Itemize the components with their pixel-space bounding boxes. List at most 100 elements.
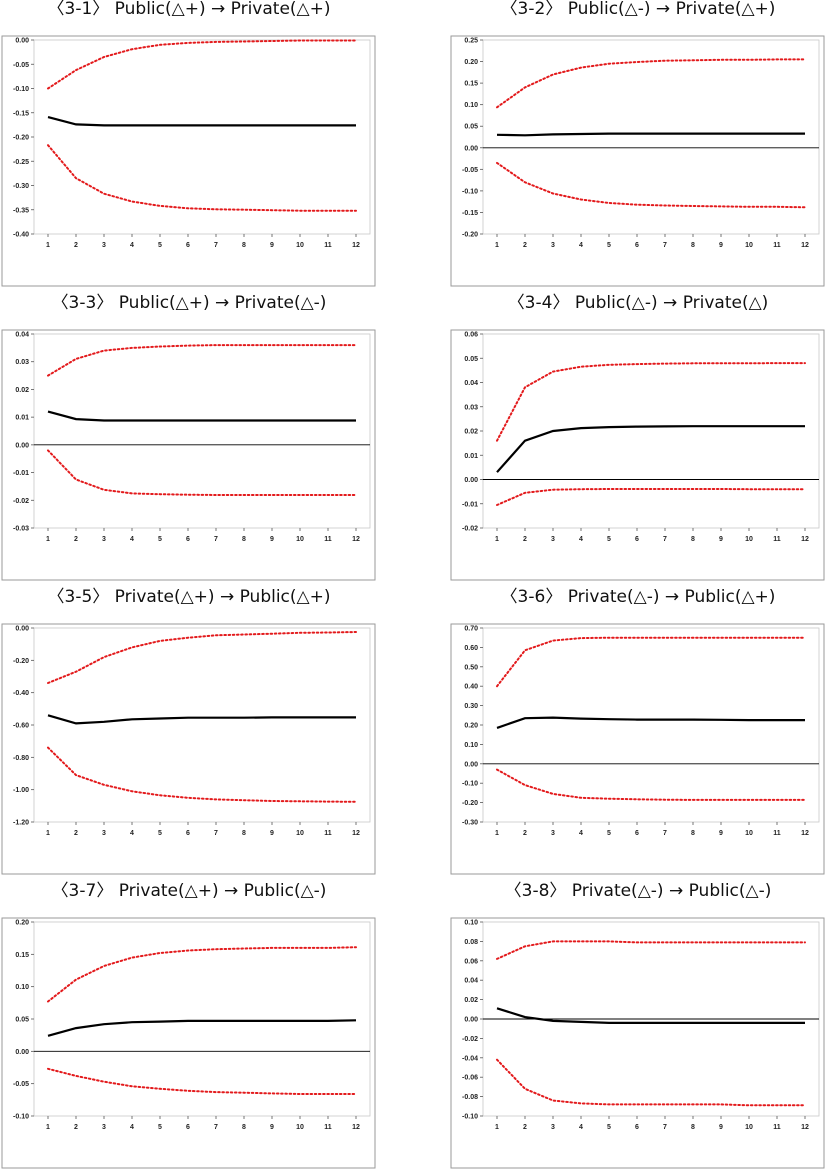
chart-frame (1, 917, 376, 1169)
chart-plot: 0.060.050.040.030.020.010.00-0.01-0.021 2… (450, 329, 825, 581)
y-tick-label: -0.01 (13, 470, 29, 477)
y-tick-label: -0.05 (13, 1081, 29, 1088)
chart-title: 〈3-4〉 Public(△-) → Private(△) (507, 293, 769, 313)
x-tick-label: 1 (46, 536, 50, 543)
y-tick-label: -0.10 (462, 1114, 478, 1121)
y-tick-label: -1.00 (13, 787, 29, 794)
x-tick-label: 10 (745, 242, 753, 249)
y-tick-label: 0.00 (15, 38, 29, 45)
x-tick-label: 8 (691, 536, 695, 543)
chart-title: 〈3-8〉 Private(△-) → Public(△-) (504, 881, 772, 901)
y-tick-label: -0.25 (13, 159, 29, 166)
x-tick-label: 4 (579, 830, 583, 837)
y-tick-label: -0.08 (462, 1094, 478, 1101)
y-tick-label: 0.00 (464, 1017, 478, 1024)
x-tick-label: 3 (102, 242, 106, 249)
x-tick-label: 7 (663, 242, 667, 249)
chart-panel-3-7: 〈3-7〉 Private(△+) → Public(△-) 0.20 0.15 0… (0, 882, 378, 1174)
series-line-upper (47, 946, 357, 1003)
x-tick-label: 8 (242, 1124, 246, 1131)
x-tick-label: 12 (352, 830, 360, 837)
x-tick-label: 6 (186, 242, 190, 249)
series-line-upper (496, 940, 806, 960)
y-tick-label: -0.30 (13, 183, 29, 190)
chart-frame (450, 35, 825, 287)
x-tick-label: 7 (663, 830, 667, 837)
series-line-lower (47, 746, 357, 803)
x-tick-label: 8 (691, 830, 695, 837)
chart-panel-3-4: 〈3-4〉 Public(△-) → Private(△) 0.06 0.05 0.… (449, 294, 827, 586)
x-tick-label: 10 (745, 1124, 753, 1131)
y-tick-label: 0.50 (464, 664, 478, 671)
y-tick-label: 0.00 (15, 442, 29, 449)
y-tick-label: 0.08 (464, 939, 478, 946)
x-tick-label: 12 (801, 242, 809, 249)
x-tick-label: 4 (579, 536, 583, 543)
series-line-lower (47, 449, 357, 496)
y-tick-label: 0.05 (464, 124, 478, 131)
series-line-upper (47, 39, 357, 90)
y-tick-label: -0.02 (462, 1036, 478, 1043)
x-tick-label: 6 (635, 830, 639, 837)
x-tick-label: 6 (635, 242, 639, 249)
series-line-estimate (496, 425, 805, 473)
x-tick-label: 5 (158, 242, 162, 249)
y-tick-label: 0.02 (464, 429, 478, 436)
x-tick-label: 2 (523, 536, 527, 543)
x-tick-label: 1 (495, 536, 499, 543)
x-tick-label: 11 (324, 242, 332, 249)
y-tick-label: 0.03 (15, 359, 29, 366)
chart-plot: 0.040.030.020.010.00-0.01-0.02-0.031 2 3 4 5… (1, 329, 376, 581)
x-tick-label: 1 (495, 242, 499, 249)
y-tick-label: 0.25 (464, 38, 478, 45)
x-tick-label: 11 (324, 536, 332, 543)
plot-area (482, 39, 820, 235)
series-line-upper (496, 58, 806, 109)
chart-title: 〈3-6〉 Private(△-) → Public(△+) (500, 587, 776, 607)
chart-panel-3-3: 〈3-3〉 Public(△+) → Private(△-) 0.04 0.03 0… (0, 294, 378, 586)
x-tick-label: 6 (186, 1124, 190, 1131)
x-tick-label: 10 (296, 830, 304, 837)
y-tick-label: 0.04 (464, 380, 478, 387)
series-line-estimate (47, 1019, 357, 1037)
x-tick-label: 1 (46, 242, 50, 249)
chart-plot: 0.00 -0.05 -0.10 -0.15 -0.20 -0.25 -0.30 -0.35 -… (1, 35, 376, 287)
y-tick-label: 0.06 (464, 958, 478, 965)
y-tick-label: -0.10 (462, 188, 478, 195)
y-tick-label: -0.30 (462, 820, 478, 827)
y-tick-label: 0.20 (464, 59, 478, 66)
y-tick-label: -0.05 (13, 62, 29, 69)
x-tick-label: 3 (102, 1124, 106, 1131)
series-line-lower (47, 144, 357, 212)
chart-panel-3-2: 〈3-2〉 Public(△-) → Private(△+) 0.25 0.20 0… (449, 0, 827, 292)
x-tick-label: 10 (296, 1124, 304, 1131)
x-tick-label: 10 (296, 242, 304, 249)
x-tick-label: 12 (352, 1124, 360, 1131)
x-tick-label: 1 (495, 830, 499, 837)
y-tick-label: 0.00 (464, 761, 478, 768)
y-tick-label: -0.60 (13, 723, 29, 730)
x-tick-label: 5 (607, 1124, 611, 1131)
x-tick-label: 11 (324, 1124, 332, 1131)
y-tick-label: 0.03 (464, 404, 478, 411)
x-tick-label: 4 (579, 1124, 583, 1131)
y-tick-label: 0.02 (464, 997, 478, 1004)
x-tick-label: 2 (523, 1124, 527, 1131)
y-tick-label: 0.05 (15, 1017, 29, 1024)
x-tick-label: 2 (523, 242, 527, 249)
x-tick-label: 6 (635, 1124, 639, 1131)
x-tick-label: 11 (324, 830, 332, 837)
x-tick-label: 7 (663, 536, 667, 543)
y-tick-label: -1.20 (13, 820, 29, 827)
y-tick-label: 0.60 (464, 645, 478, 652)
x-tick-label: 2 (74, 1124, 78, 1131)
chart-panel-3-1: 〈3-1〉 Public(△+) → Private(△+) 0.00 -0.05… (0, 0, 378, 292)
x-tick-label: 11 (773, 830, 781, 837)
y-tick-label: -0.01 (462, 501, 478, 508)
chart-plot: 0.10 0.08 0.06 0.04 0.02 0.00 -0.02 -0.04 -0.06 -… (450, 917, 825, 1169)
x-tick-label: 4 (130, 1124, 134, 1131)
y-tick-label: -0.40 (13, 690, 29, 697)
x-tick-label: 9 (719, 1124, 723, 1131)
y-tick-label: 0.00 (464, 145, 478, 152)
x-tick-label: 7 (214, 536, 218, 543)
